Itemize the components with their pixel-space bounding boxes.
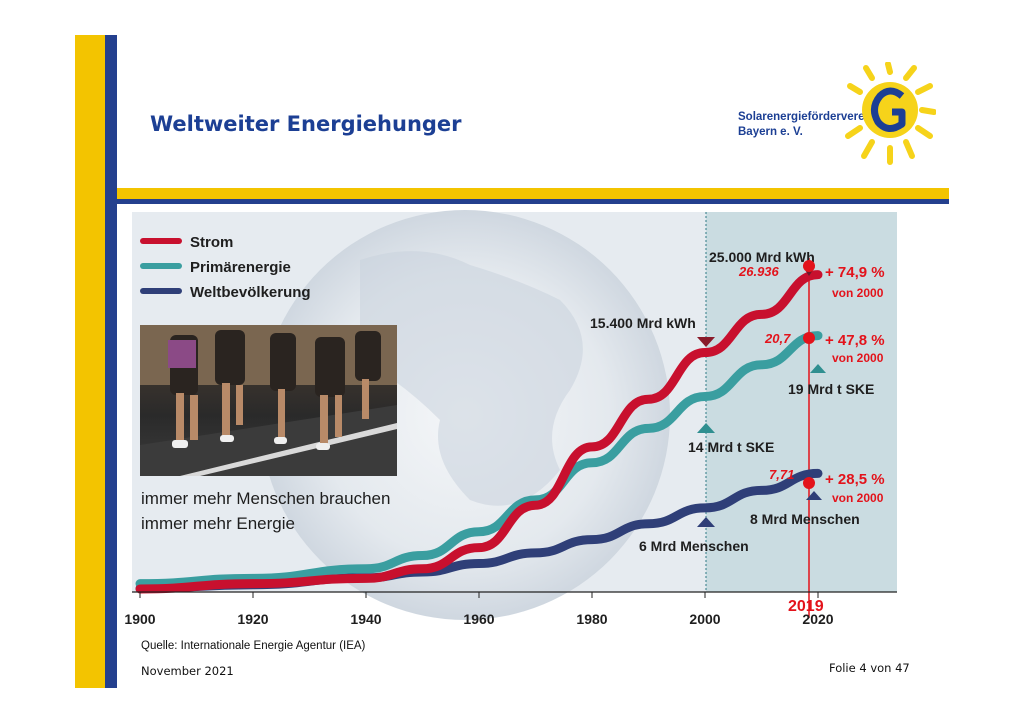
x-tick-label-1940: 1940 <box>350 611 381 627</box>
marker-bev-2020 <box>806 491 822 500</box>
x-tick-label-1960: 1960 <box>463 611 494 627</box>
legend-swatch-bev <box>140 288 182 294</box>
change-strom: + 74,9 % <box>825 264 885 281</box>
legend-swatch-strom <box>140 238 182 244</box>
left-blue-bar <box>105 35 117 688</box>
marker-strom-2000 <box>697 337 715 347</box>
label-primaer-2020: 19 Mrd t SKE <box>788 381 874 397</box>
label-bev-2000: 6 Mrd Menschen <box>639 538 749 554</box>
marker-bev-2000 <box>697 517 715 527</box>
marker-year-2019: 2019 <box>788 598 824 615</box>
organization-name-line1: Solarenergieförderverein <box>738 111 875 123</box>
caption: immer mehr Menschen brauchen immer mehr … <box>141 486 390 536</box>
legend: Strom Primärenergie Weltbevölkerung <box>140 234 311 301</box>
organization-name: Solarenergieförderverein Bayern e. V. <box>738 110 875 140</box>
runners-photo <box>140 325 397 476</box>
x-tick-label-2000: 2000 <box>689 611 720 627</box>
value-primaer-2019: 20,7 <box>764 331 791 346</box>
x-tick-label-1900: 1900 <box>124 611 155 627</box>
label-strom-2020: 25.000 Mrd kWh <box>709 249 815 265</box>
legend-label-strom: Strom <box>190 234 233 251</box>
since-strom: von 2000 <box>832 286 884 300</box>
label-strom-2000: 15.400 Mrd kWh <box>590 315 696 331</box>
marker-primaer-2020 <box>810 364 826 373</box>
header-blue-line <box>117 199 949 204</box>
x-tick-label-1920: 1920 <box>237 611 268 627</box>
x-tick-label-1980: 1980 <box>576 611 607 627</box>
x-tick-label-2020: 2020 <box>802 611 833 627</box>
series-line-primaer <box>135 331 823 589</box>
label-primaer-2000: 14 Mrd t SKE <box>688 439 774 455</box>
caption-line1: immer mehr Menschen brauchen <box>141 489 391 508</box>
caption-line2: immer mehr Energie <box>141 514 295 533</box>
since-bev: von 2000 <box>832 491 884 505</box>
legend-label-primaer: Primärenergie <box>190 259 291 276</box>
header-yellow-line <box>117 188 949 199</box>
value-strom-2019: 26.936 <box>738 264 780 279</box>
organization-name-line2: Bayern e. V. <box>738 126 803 138</box>
slide-number: Folie 4 von 47 <box>829 661 910 675</box>
since-primaer: von 2000 <box>832 351 884 365</box>
series-line-strom <box>135 270 823 594</box>
legend-label-bev: Weltbevölkerung <box>190 284 311 301</box>
change-bev: + 28,5 % <box>825 471 885 488</box>
legend-swatch-primaer <box>140 263 182 269</box>
value-bev-2019: 7,71 <box>769 467 794 482</box>
dot-primaer-2019 <box>803 332 815 344</box>
footer-date: November 2021 <box>141 664 234 678</box>
label-bev-2020: 8 Mrd Menschen <box>750 511 860 527</box>
source-note: Quelle: Internationale Energie Agentur (… <box>141 640 366 652</box>
dot-strom-2019 <box>803 260 815 272</box>
change-primaer: + 47,8 % <box>825 332 885 349</box>
page-title: Weltweiter Energiehunger <box>150 112 462 136</box>
left-yellow-bar <box>75 35 105 688</box>
sun-logo-icon <box>845 62 936 165</box>
marker-primaer-2000 <box>697 423 715 433</box>
dot-bev-2019 <box>803 477 815 489</box>
